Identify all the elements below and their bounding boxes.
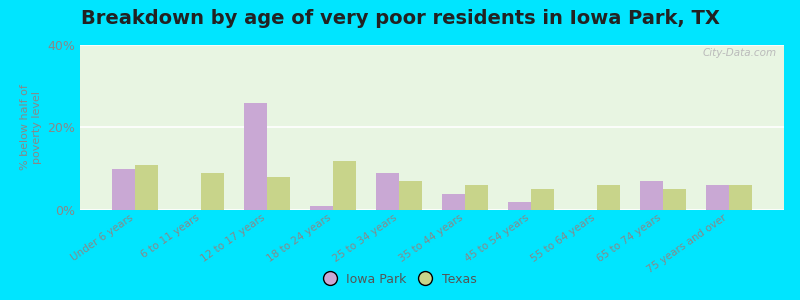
Bar — [531, 189, 554, 210]
Bar — [112, 169, 135, 210]
Bar — [640, 181, 663, 210]
Bar — [465, 185, 488, 210]
Legend: Iowa Park, Texas: Iowa Park, Texas — [318, 268, 482, 291]
Bar — [310, 206, 333, 210]
Bar — [267, 177, 290, 210]
Text: Breakdown by age of very poor residents in Iowa Park, TX: Breakdown by age of very poor residents … — [81, 9, 719, 28]
Text: City-Data.com: City-Data.com — [703, 48, 777, 58]
Bar — [333, 160, 356, 210]
Bar — [597, 185, 620, 210]
Bar — [663, 189, 686, 210]
Bar — [706, 185, 729, 210]
Bar — [135, 165, 158, 210]
Bar — [201, 173, 224, 210]
Y-axis label: % below half of
poverty level: % below half of poverty level — [20, 85, 42, 170]
Bar — [244, 103, 267, 210]
Bar — [442, 194, 465, 210]
Bar — [399, 181, 422, 210]
Bar — [729, 185, 752, 210]
Bar — [376, 173, 399, 210]
Bar — [508, 202, 531, 210]
